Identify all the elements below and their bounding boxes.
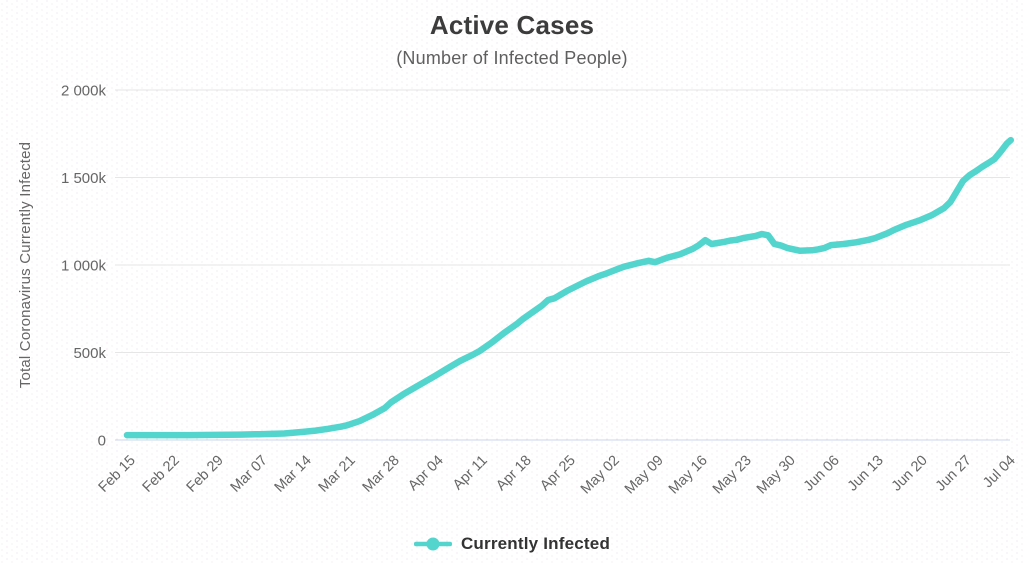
legend-label: Currently Infected	[460, 534, 611, 553]
chart-title: Active Cases	[429, 10, 595, 40]
x-tick-label: Mar 28	[360, 453, 403, 496]
x-tick-label: Apr 25	[537, 453, 579, 495]
x-tick-label: May 23	[710, 453, 755, 498]
x-tick-label: Apr 18	[493, 453, 535, 495]
x-tick-label: Mar 14	[272, 453, 315, 496]
x-tick-label: Feb 15	[96, 453, 139, 496]
chart-subtitle: (Number of Infected People)	[396, 48, 628, 68]
y-tick-label: 1 500k	[61, 170, 107, 187]
x-tick-label: Jul 04	[980, 453, 1019, 492]
legend-item-currently-infected[interactable]: Currently Infected	[0, 534, 1024, 554]
x-tick-label: Jun 13	[845, 453, 887, 495]
x-tick-label: Jun 27	[933, 453, 975, 495]
x-tick-label: Feb 22	[140, 453, 183, 496]
x-tick-label: Feb 29	[184, 453, 227, 496]
x-tick-label: May 09	[622, 453, 667, 498]
x-tick-label: Apr 11	[450, 453, 491, 494]
x-tick-label: Mar 21	[316, 453, 359, 496]
legend-line-marker-icon	[413, 537, 452, 551]
x-tick-label: Jun 20	[889, 453, 931, 495]
x-tick-label: May 02	[578, 453, 623, 498]
y-tick-label: 1 000k	[61, 258, 107, 275]
x-tick-label: Jun 06	[801, 453, 843, 495]
y-tick-label: 2 000k	[61, 83, 107, 100]
x-tick-label: Mar 07	[228, 453, 271, 496]
x-tick-label: May 16	[666, 453, 711, 498]
x-tick-label: May 30	[754, 453, 799, 498]
x-tick-label: Apr 04	[405, 453, 447, 495]
series-line-currently-infected[interactable]	[123, 136, 1015, 439]
y-tick-label: 500k	[73, 345, 106, 362]
y-tick-label: 0	[98, 433, 106, 450]
